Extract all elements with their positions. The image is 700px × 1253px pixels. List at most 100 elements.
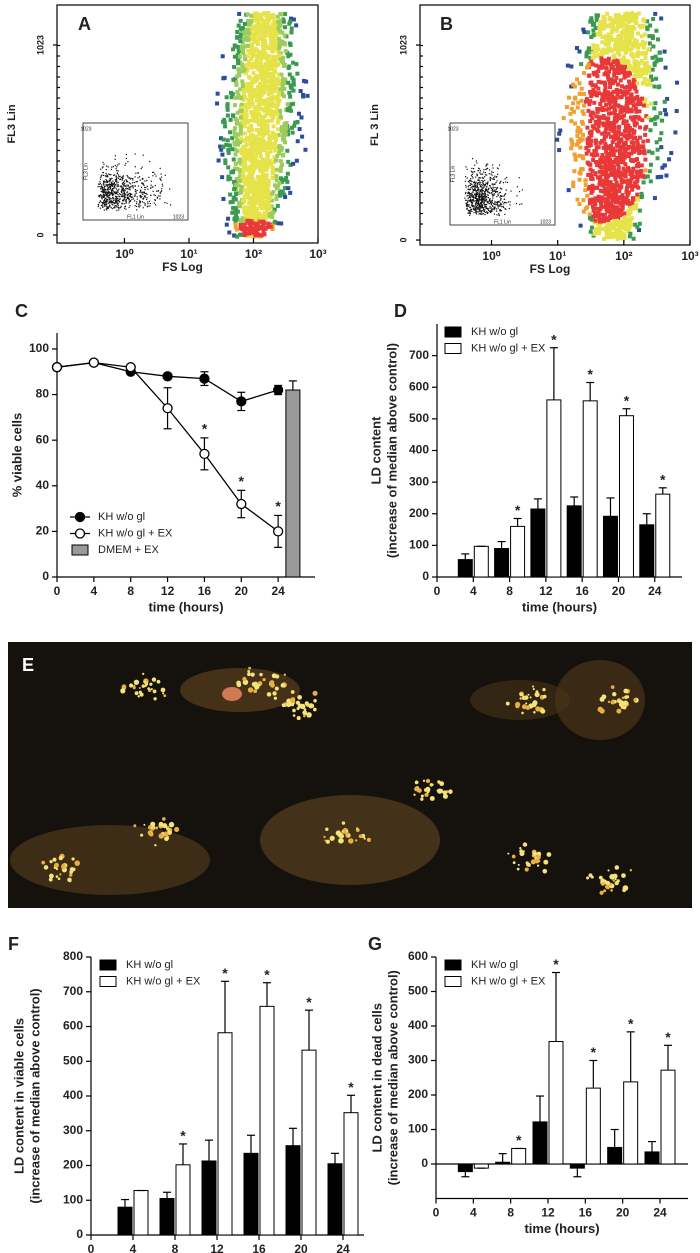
event-dot	[243, 57, 247, 61]
inset-dot	[473, 197, 474, 198]
event-dot	[589, 139, 593, 143]
inset-dot	[125, 209, 126, 210]
inset-dot	[102, 202, 103, 203]
event-dot	[254, 211, 258, 215]
inset-dot	[467, 189, 468, 190]
event-dot	[601, 183, 605, 187]
inset-dot	[473, 182, 474, 183]
event-dot	[288, 42, 292, 46]
inset-dot	[474, 206, 475, 207]
inset-dot	[137, 190, 138, 191]
lipid-droplet	[164, 832, 169, 837]
inset-dot	[133, 185, 134, 186]
inset-dot	[470, 199, 471, 200]
inset-dot	[467, 213, 468, 214]
y-tick-label: 400	[409, 443, 429, 457]
inset-dot	[472, 177, 473, 178]
lipid-droplet	[122, 684, 127, 689]
inset-dot	[117, 190, 118, 191]
inset-dot	[472, 176, 473, 177]
inset-dot	[469, 193, 470, 194]
inset-dot	[125, 193, 126, 194]
event-dot	[585, 205, 589, 209]
lipid-droplet	[71, 857, 74, 860]
inset-dot	[143, 192, 144, 193]
inset-dot	[111, 200, 112, 201]
event-dot	[571, 101, 575, 105]
inset-dot	[120, 194, 121, 195]
inset-dot	[483, 213, 484, 214]
lipid-droplet	[543, 860, 548, 865]
lipid-droplet	[616, 709, 621, 714]
inset-dot	[132, 185, 133, 186]
point	[200, 374, 209, 383]
inset-dot	[489, 192, 490, 193]
y-tick-label: 20	[36, 524, 50, 538]
y-tick-label: 40	[36, 478, 50, 492]
event-dot	[299, 89, 303, 93]
event-dot	[271, 170, 275, 174]
cell	[10, 825, 210, 895]
inset-dot	[491, 204, 492, 205]
event-dot	[239, 128, 243, 132]
inset-dot	[494, 179, 495, 180]
inset-dot	[479, 193, 480, 194]
event-dot	[613, 67, 617, 71]
lipid-droplet	[437, 789, 442, 794]
significance-mark: *	[660, 472, 666, 488]
event-dot	[263, 212, 267, 216]
event-dot	[251, 48, 255, 52]
event-dot	[625, 110, 629, 114]
lipid-droplet	[617, 699, 621, 703]
inset-dot	[132, 179, 133, 180]
inset-dot	[483, 169, 484, 170]
event-dot	[595, 186, 599, 190]
inset-dot	[134, 194, 135, 195]
event-dot	[273, 148, 277, 152]
event-dot	[277, 46, 281, 50]
event-dot	[268, 141, 272, 145]
inset-dot	[127, 197, 128, 198]
inset-dot	[104, 191, 105, 192]
event-dot	[243, 182, 247, 186]
inset-dot	[471, 181, 472, 182]
point	[274, 527, 283, 536]
event-dot	[647, 34, 651, 38]
event-dot	[276, 127, 280, 131]
event-dot	[627, 60, 631, 64]
event-dot	[603, 89, 607, 93]
inset-dot	[482, 207, 483, 208]
inset-dot	[146, 194, 147, 195]
lipid-droplet	[536, 690, 539, 693]
inset-dot	[119, 201, 120, 202]
event-dot	[288, 191, 292, 195]
event-dot	[246, 149, 250, 153]
inset-dot	[502, 196, 503, 197]
event-dot	[634, 206, 638, 210]
inset-dot	[500, 181, 501, 182]
inset-dot	[118, 189, 119, 190]
event-dot	[300, 135, 304, 139]
event-dot	[246, 98, 250, 102]
event-dot	[234, 183, 238, 187]
inset-dot	[492, 202, 493, 203]
inset-dot	[140, 196, 141, 197]
event-dot	[636, 164, 640, 168]
y-tick-label: 1023	[398, 35, 408, 55]
inset-dot	[484, 211, 485, 212]
inset-dot	[125, 200, 126, 201]
event-dot	[651, 36, 655, 40]
inset-dot	[500, 199, 501, 200]
event-dot	[603, 130, 607, 134]
bar	[531, 509, 545, 577]
event-dot	[294, 23, 298, 27]
event-dot	[226, 114, 230, 118]
event-dot	[234, 152, 238, 156]
lipid-droplet	[247, 670, 250, 673]
inset-dot	[497, 167, 498, 168]
inset-dot	[121, 189, 122, 190]
inset-dot	[487, 192, 488, 193]
inset-dot	[492, 197, 493, 198]
inset-dot	[158, 195, 159, 196]
